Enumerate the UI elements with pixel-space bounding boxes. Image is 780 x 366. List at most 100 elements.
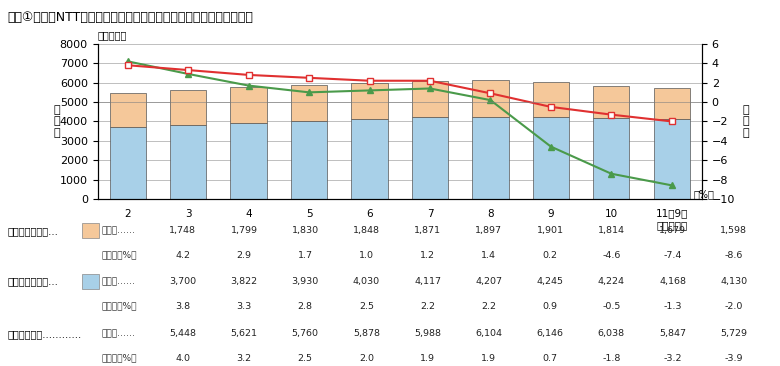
Text: 2.2: 2.2: [481, 302, 496, 310]
Text: 契約数……: 契約数……: [101, 277, 135, 286]
Text: 5,760: 5,760: [292, 329, 319, 338]
Text: 1.4: 1.4: [481, 251, 496, 260]
Text: 3.2: 3.2: [236, 354, 251, 363]
Text: 0.7: 0.7: [543, 354, 558, 363]
住宅用増減率: [425, 79, 434, 83]
事務用増減率: [486, 98, 495, 102]
Text: 1,830: 1,830: [292, 226, 319, 235]
住宅用増減率: [667, 119, 676, 124]
Text: 1.9: 1.9: [481, 354, 496, 363]
Text: 5,448: 5,448: [169, 329, 197, 338]
住宅用増減率: [183, 68, 193, 72]
Bar: [654, 88, 690, 119]
住宅用増減率: [304, 76, 314, 80]
Y-axis label: 増
減
率: 増 減 率: [743, 105, 750, 138]
Text: -0.5: -0.5: [602, 302, 621, 310]
Text: 1,897: 1,897: [475, 226, 502, 235]
Text: 4.0: 4.0: [176, 354, 190, 363]
Text: 2.5: 2.5: [298, 354, 313, 363]
Text: 0.2: 0.2: [543, 251, 558, 260]
Bar: [109, 127, 146, 199]
Bar: [351, 83, 388, 119]
事務用増減率: [607, 172, 616, 176]
Bar: [473, 117, 509, 199]
Bar: [412, 117, 448, 199]
住宅用増減率: [244, 73, 254, 77]
Text: -1.3: -1.3: [663, 302, 682, 310]
住宅用増減率: [486, 91, 495, 96]
Bar: [654, 119, 690, 199]
Bar: [82, 223, 99, 238]
事務用増減率: [425, 86, 434, 91]
Text: 4,207: 4,207: [475, 277, 502, 286]
Text: 6,104: 6,104: [475, 329, 502, 338]
Y-axis label: 契
約
数: 契 約 数: [54, 105, 60, 138]
Bar: [109, 93, 146, 127]
Text: -1.8: -1.8: [602, 354, 621, 363]
事務用増減率: [546, 145, 555, 149]
Bar: [170, 125, 206, 199]
Text: 2.8: 2.8: [298, 302, 313, 310]
住宅用増減率: [546, 105, 555, 109]
Text: 5,988: 5,988: [414, 329, 441, 338]
Text: -8.6: -8.6: [725, 251, 743, 260]
Text: 5,729: 5,729: [720, 329, 747, 338]
Text: 1.2: 1.2: [420, 251, 435, 260]
Bar: [412, 81, 448, 117]
Text: 契約数……: 契約数……: [101, 329, 135, 338]
Bar: [533, 117, 569, 199]
Text: 1,748: 1,748: [169, 226, 197, 235]
Text: 3.3: 3.3: [236, 302, 252, 310]
Bar: [82, 274, 99, 289]
Text: 4,224: 4,224: [597, 277, 625, 286]
Text: 6,038: 6,038: [597, 329, 625, 338]
Text: 1.7: 1.7: [298, 251, 313, 260]
事務用増減率: [667, 183, 676, 187]
Bar: [170, 90, 206, 125]
Text: 1,679: 1,679: [659, 226, 686, 235]
Text: 1,814: 1,814: [597, 226, 625, 235]
Text: 5,878: 5,878: [353, 329, 380, 338]
Text: 3,930: 3,930: [292, 277, 319, 286]
Text: 0.9: 0.9: [543, 302, 558, 310]
Line: 事務用増減率: 事務用増減率: [124, 58, 675, 189]
Text: 4,117: 4,117: [414, 277, 441, 286]
Text: 住宅用加入電話…: 住宅用加入電話…: [8, 276, 58, 287]
Text: （%）: （%）: [693, 189, 714, 199]
Text: 3.8: 3.8: [176, 302, 190, 310]
Text: 4,130: 4,130: [720, 277, 747, 286]
Text: 5,847: 5,847: [659, 329, 686, 338]
Text: 2.2: 2.2: [420, 302, 435, 310]
Text: 1,901: 1,901: [537, 226, 564, 235]
Text: 3,700: 3,700: [169, 277, 197, 286]
住宅用増減率: [607, 112, 616, 117]
Text: 増減率（%）: 増減率（%）: [101, 354, 137, 363]
事務用増減率: [183, 72, 193, 76]
Text: 5,621: 5,621: [230, 329, 257, 338]
Text: 1,848: 1,848: [353, 226, 380, 235]
住宅用増減率: [123, 63, 133, 67]
Text: 4,245: 4,245: [537, 277, 564, 286]
Text: 1,871: 1,871: [414, 226, 441, 235]
Bar: [594, 86, 629, 118]
Text: 増減率（%）: 増減率（%）: [101, 302, 137, 310]
Bar: [291, 121, 328, 199]
Text: 4.2: 4.2: [176, 251, 190, 260]
Text: 事務用加入電話…: 事務用加入電話…: [8, 226, 58, 236]
事務用増減率: [123, 59, 133, 64]
Text: 1.0: 1.0: [359, 251, 374, 260]
Text: -3.9: -3.9: [725, 354, 743, 363]
Text: 2.5: 2.5: [359, 302, 374, 310]
Text: 2.9: 2.9: [236, 251, 251, 260]
Text: 増減率（%）: 増減率（%）: [101, 251, 137, 260]
事務用増減率: [365, 88, 374, 93]
Text: 1,799: 1,799: [230, 226, 257, 235]
Text: 2.0: 2.0: [359, 354, 374, 363]
事務用増減率: [244, 83, 254, 88]
住宅用増減率: [365, 79, 374, 83]
Bar: [533, 82, 569, 117]
Text: 6,146: 6,146: [537, 329, 564, 338]
Text: 1.9: 1.9: [420, 354, 435, 363]
Bar: [231, 87, 267, 123]
Bar: [594, 118, 629, 199]
